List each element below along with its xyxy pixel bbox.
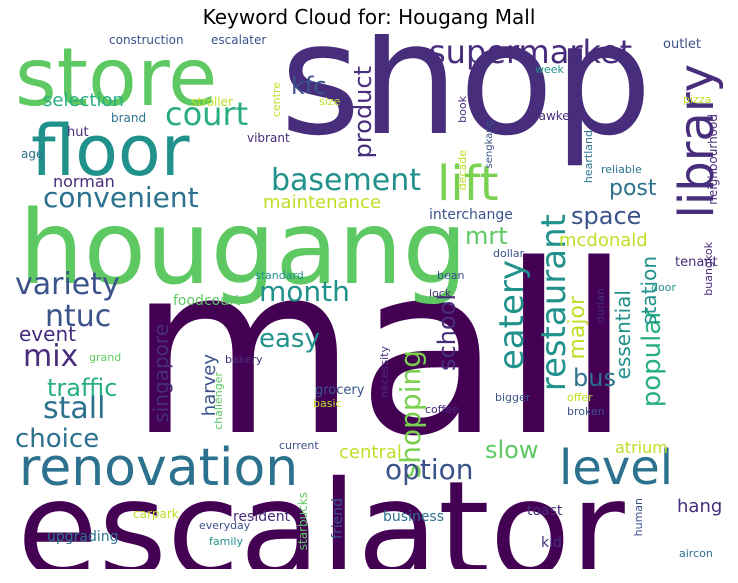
keyword-norman: norman xyxy=(53,172,115,191)
keyword-bakery: bakery xyxy=(225,353,263,366)
keyword-major: major xyxy=(565,296,590,360)
keyword-aircon: aircon xyxy=(679,547,713,560)
keyword-durian: durian xyxy=(594,288,607,324)
keyword-hang: hang xyxy=(677,496,723,517)
keyword-product: product xyxy=(349,66,377,159)
keyword-centre: centre xyxy=(270,82,283,118)
keyword-pizza: pizza xyxy=(683,93,712,106)
keyword-upgrading: upgrading xyxy=(47,529,119,545)
keyword-grand: grand xyxy=(89,351,122,364)
keyword-store: store xyxy=(15,34,218,124)
keyword-necessity: necessity xyxy=(378,346,391,398)
keyword-book: book xyxy=(456,96,469,123)
keyword-hawker: hawker xyxy=(531,109,575,123)
keyword-kid: kid xyxy=(541,535,562,551)
keyword-ntuc: ntuc xyxy=(45,299,112,334)
keyword-lift: lift xyxy=(437,156,499,212)
keyword-everyday: everyday xyxy=(199,519,251,532)
keyword-tenant: tenant xyxy=(675,255,718,270)
keyword-supermarket: supermarket xyxy=(429,34,633,71)
keyword-atrium: atrium xyxy=(615,438,668,457)
keyword-space: space xyxy=(571,202,642,230)
keyword-escalater: escalater xyxy=(211,34,267,47)
keyword-starbucks: starbucks xyxy=(296,492,310,551)
keyword-grocery: grocery xyxy=(315,383,365,398)
keyword-renovation: renovation xyxy=(19,438,299,498)
keyword-eatery: eatery xyxy=(492,260,532,371)
keyword-event: event xyxy=(19,322,76,346)
keyword-resident: resident xyxy=(233,509,291,525)
keyword-level: level xyxy=(559,440,674,496)
keyword-toast: toast xyxy=(527,503,563,519)
keyword-foodcourt: foodcourt xyxy=(173,293,241,309)
keyword-slow: slow xyxy=(485,436,539,464)
keyword-post: post xyxy=(609,176,657,201)
keyword-standard: standard xyxy=(255,269,304,282)
keyword-week: week xyxy=(535,63,564,76)
keyword-family: family xyxy=(209,535,243,548)
keyword-hut: hut xyxy=(67,125,89,140)
keyword-current: current xyxy=(279,439,319,452)
keyword-kfc: kfc xyxy=(291,72,327,100)
keyword-hougang: hougang xyxy=(19,189,468,308)
keyword-bean: bean xyxy=(437,269,465,282)
chart-title: Keyword Cloud for: Hougang Mall xyxy=(202,5,536,29)
keyword-buangkok: buangkok xyxy=(702,242,715,296)
keyword-easy: easy xyxy=(259,324,320,354)
keyword-mrt: mrt xyxy=(465,222,508,250)
keyword-traffic: traffic xyxy=(47,374,118,402)
keyword-mcdonald: mcdonald xyxy=(559,230,648,251)
keyword-size: size xyxy=(319,95,341,108)
keyword-maintenance: maintenance xyxy=(263,192,381,213)
keyword-coffee: coffee xyxy=(425,403,459,416)
keyword-court: court xyxy=(165,95,249,133)
keyword-option: option xyxy=(385,453,474,486)
keyword-outlet: outlet xyxy=(663,37,701,52)
keyword-central: central xyxy=(339,442,402,463)
keyword-heartland: heartland xyxy=(582,130,595,184)
keyword-friend: friend xyxy=(330,498,346,539)
keyword-stall: stall xyxy=(43,391,106,426)
keyword-challenger: challenger xyxy=(212,372,225,430)
keyword-neighbourhood: neighbourhood xyxy=(706,114,720,205)
keyword-age: age xyxy=(21,147,44,161)
keyword-human: human xyxy=(632,498,645,537)
keyword-bigger: bigger xyxy=(495,391,531,404)
keyword-singapore: singapore xyxy=(149,324,173,423)
keyword-escalator: escalator xyxy=(17,453,625,569)
keyword-business: business xyxy=(383,509,445,525)
word-cloud: mall shop escalator hougang store floor renova… xyxy=(13,34,726,569)
keyword-brand: brand xyxy=(111,111,147,125)
keyword-decade: decade xyxy=(456,150,469,191)
keyword-reliable: reliable xyxy=(601,163,642,176)
keyword-interchange: interchange xyxy=(429,207,513,223)
keyword-mall: mall xyxy=(128,215,632,488)
keyword-school: school xyxy=(433,294,461,371)
keyword-month: month xyxy=(259,275,350,308)
keyword-carpark: carpark xyxy=(133,507,179,521)
keyword-construction: construction xyxy=(109,34,184,47)
keyword-basement: basement xyxy=(271,163,421,198)
keyword-basic: basic xyxy=(313,397,342,410)
keyword-door: door xyxy=(651,281,676,294)
keyword-offer: offer xyxy=(567,391,593,404)
keyword-lock: lock xyxy=(429,287,452,300)
keyword-bus: bus xyxy=(573,364,616,392)
keyword-vibrant: vibrant xyxy=(247,131,290,145)
keyword-broken: broken xyxy=(567,405,605,418)
keyword-variety: variety xyxy=(15,267,120,302)
keyword-dollar: dollar xyxy=(493,247,525,260)
keyword-stroller: stroller xyxy=(191,95,233,109)
keyword-convenient: convenient xyxy=(43,181,199,214)
keyword-sengkang: sengkang xyxy=(484,120,495,169)
keyword-shop: shop xyxy=(280,34,653,170)
keyword-essential: essential xyxy=(611,290,635,380)
keyword-choice: choice xyxy=(15,424,100,454)
keyword-selection: selection xyxy=(43,90,124,111)
keyword-mix: mix xyxy=(23,339,79,374)
keyword-floor: floor xyxy=(31,110,190,192)
